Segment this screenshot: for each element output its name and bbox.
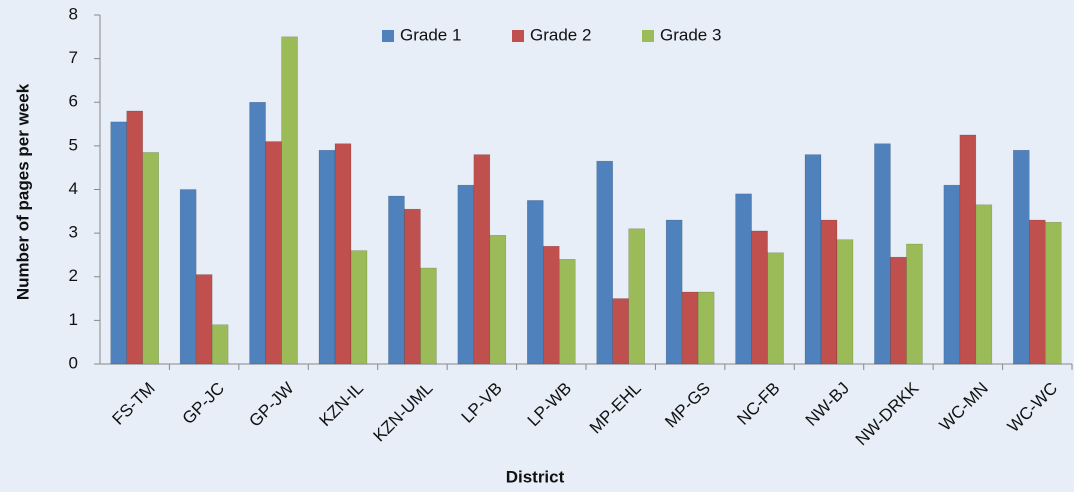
y-tick-label: 4	[69, 179, 78, 198]
bar	[975, 204, 993, 365]
bar	[681, 291, 699, 365]
bar	[142, 152, 159, 365]
bar	[906, 243, 923, 365]
bar	[890, 256, 907, 365]
bar	[735, 193, 752, 365]
bar	[697, 291, 715, 365]
y-tick-label: 5	[69, 135, 78, 154]
y-tick-label: 8	[69, 4, 78, 23]
x-tick-label: KZN-IL	[315, 379, 367, 431]
bar	[874, 143, 891, 365]
bar	[404, 208, 421, 365]
bar	[489, 235, 507, 365]
bar	[820, 219, 838, 365]
bar	[943, 184, 961, 365]
y-tick-label: 0	[69, 353, 78, 372]
bar	[249, 102, 266, 365]
x-tick-label: NW-BJ	[802, 379, 853, 430]
x-tick-label: NC-FB	[733, 379, 783, 429]
bar	[388, 195, 405, 365]
bar	[457, 184, 475, 365]
x-tick-label: WC-WC	[1004, 379, 1061, 436]
y-axis-label: Number of pages per week	[13, 83, 32, 300]
bar	[543, 245, 560, 365]
bar	[836, 239, 854, 365]
bar	[959, 134, 977, 365]
bar	[612, 298, 629, 365]
y-tick-label: 6	[69, 92, 78, 111]
x-tick-label: MP-GS	[661, 379, 714, 432]
legend-swatch	[642, 30, 654, 42]
legend-swatch	[382, 30, 394, 42]
bar	[318, 149, 336, 365]
bar	[350, 250, 368, 365]
bar	[527, 200, 544, 365]
x-tick-label: FS-TM	[109, 379, 159, 429]
x-tick-label: GP-JW	[245, 379, 297, 431]
bar	[211, 324, 229, 365]
bar	[1045, 221, 1062, 365]
x-tick-label: WC-MN	[936, 379, 992, 435]
bar	[559, 259, 576, 365]
bar	[628, 228, 645, 365]
x-tick-label: KZN-UML	[370, 379, 437, 446]
bar	[179, 189, 197, 365]
bar	[281, 36, 298, 365]
bar	[265, 141, 282, 365]
x-tick-label: NW-DRKK	[852, 378, 923, 449]
x-tick-label: LP-WB	[524, 379, 576, 431]
bar	[751, 230, 768, 365]
bar	[334, 143, 352, 365]
x-tick-label: LP-VB	[458, 379, 506, 427]
legend-label: Grade 3	[660, 25, 721, 44]
bar	[1013, 149, 1030, 365]
y-tick-label: 1	[69, 310, 78, 329]
bar	[1029, 219, 1046, 365]
y-tick-label: 2	[69, 266, 78, 285]
legend-label: Grade 1	[400, 25, 461, 44]
bar	[126, 110, 143, 365]
legend-swatch	[512, 30, 524, 42]
bar	[665, 219, 683, 365]
x-axis-label: District	[506, 467, 565, 486]
y-tick-label: 3	[69, 223, 78, 242]
x-tick-label: GP-JC	[179, 379, 228, 428]
bar	[473, 154, 491, 365]
legend-label: Grade 2	[530, 25, 591, 44]
bar	[110, 121, 127, 365]
bar	[767, 252, 784, 365]
bar	[804, 154, 822, 365]
bar	[195, 274, 213, 365]
y-tick-label: 7	[69, 48, 78, 67]
bar	[596, 160, 613, 365]
x-tick-label: MP-EHL	[586, 379, 645, 438]
bar	[420, 267, 437, 365]
